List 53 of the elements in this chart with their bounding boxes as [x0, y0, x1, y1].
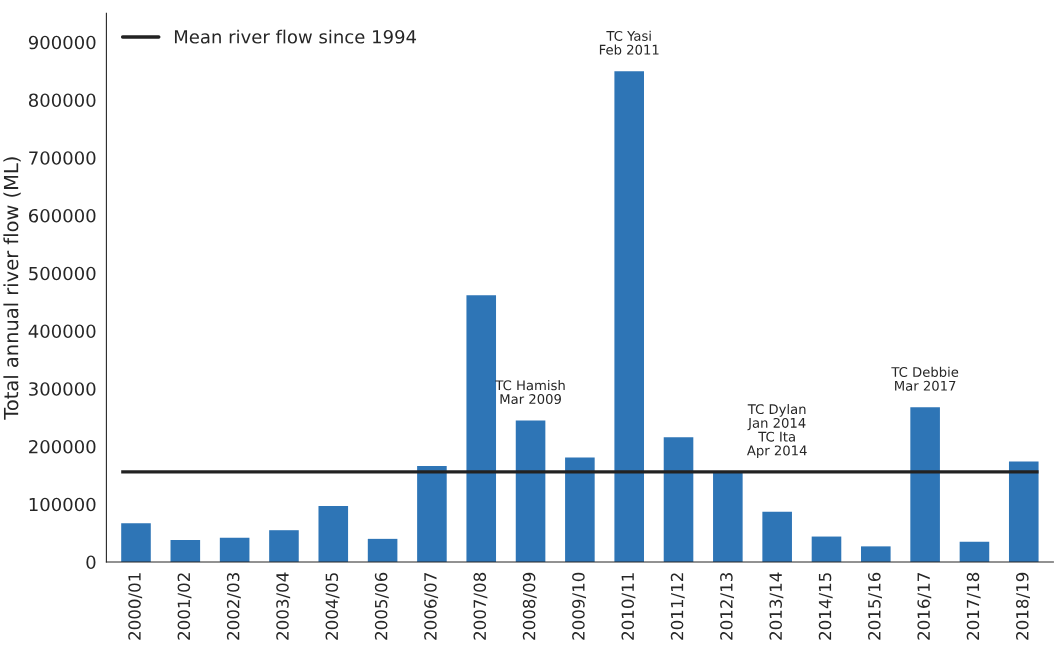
x-tick-label: 2010/11 [621, 573, 636, 640]
bar [466, 295, 497, 562]
y-tick-label: 100000 [29, 497, 96, 512]
bar [861, 546, 891, 562]
x-tick-label: 2013/14 [769, 572, 784, 640]
y-tick-label: 900000 [28, 35, 96, 50]
y-tick-label: 500000 [29, 266, 96, 281]
bar [318, 505, 349, 562]
y-tick-label: 400000 [28, 324, 96, 339]
x-tick-label: 2001/02 [177, 573, 192, 640]
annotation: TC Dylan Jan 2014 TC Ita Apr 2014 [746, 403, 807, 458]
bar [713, 473, 743, 562]
bar [565, 457, 595, 562]
bar [811, 536, 842, 562]
x-tick-label: 2016/17 [917, 573, 932, 640]
bar [1008, 461, 1039, 562]
x-tick-label: 2002/03 [226, 573, 241, 640]
y-tick-label: 200000 [29, 439, 96, 454]
x-tick-label: 2006/07 [424, 573, 439, 640]
x-tick-label: 2018/19 [1016, 572, 1030, 640]
x-tick-label: 2009/10 [572, 572, 587, 640]
x-tick-label: 2005/06 [374, 572, 389, 640]
annotation: TC Yasi Feb 2011 [599, 30, 659, 55]
bar [367, 538, 398, 562]
bar [417, 466, 447, 562]
bar [219, 537, 250, 562]
bar [762, 511, 792, 562]
annotation: TC Debbie Mar 2017 [891, 366, 959, 391]
x-tick-label: 2004/05 [325, 573, 340, 640]
y-tick-label: 800000 [28, 93, 96, 108]
x-tick-label: 2008/09 [522, 572, 537, 640]
x-tick-label: 2012/13 [720, 573, 734, 640]
y-tick-label: 0 [86, 555, 96, 570]
x-tick-label: 2003/04 [276, 572, 291, 640]
bar [663, 437, 694, 562]
bar [515, 420, 546, 562]
x-tick-label: 2011/12 [670, 573, 685, 640]
x-tick-label: 2000/01 [128, 573, 143, 640]
x-tick-label: 2017/18 [966, 572, 981, 640]
y-tick-label: 700000 [29, 151, 96, 165]
y-tick-label: 600000 [29, 208, 96, 223]
y-axis-title: Total annual river flow (ML) [3, 157, 21, 420]
x-tick-label: 2014/15 [818, 573, 833, 640]
x-tick-label: 2015/16 [868, 572, 882, 640]
bar [121, 523, 151, 562]
bar [910, 407, 940, 562]
bar [959, 541, 990, 562]
legend-label: Mean river flow since 1994 [174, 29, 417, 44]
bar [269, 530, 299, 562]
x-tick-label: 2007/08 [473, 572, 488, 640]
bar [170, 540, 201, 562]
y-tick-label: 300000 [29, 382, 96, 396]
bar [614, 71, 644, 562]
